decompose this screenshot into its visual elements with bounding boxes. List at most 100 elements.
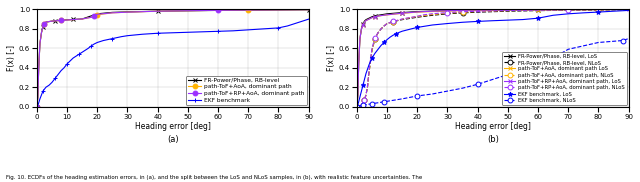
path-ToF+RP+AoA, dominant path [124, 11, 131, 13]
path-ToF+AoA, dominant path [34, 96, 42, 98]
path-ToF+AoA, dominant path, NLoS [359, 102, 367, 104]
path-ToF+RP+AoA, dominant path, LoS [413, 11, 421, 13]
EKF benchmark [72, 55, 80, 57]
FR-Power/Phase, RB-level [38, 32, 45, 34]
EKF benchmark, NLoS [356, 105, 364, 107]
EKF benchmark [42, 86, 50, 88]
FR-Power/Phase, RB-level, NLoS [459, 12, 467, 14]
path-ToF+RP+AoA, dominant path, NLoS [413, 15, 421, 17]
FR-Power/Phase, RB-level, NLoS [595, 9, 602, 11]
path-ToF+AoA, dominant path [45, 21, 53, 23]
EKF benchmark, LoS [564, 13, 572, 15]
EKF benchmark, LoS [413, 26, 421, 29]
path-ToF+RP+AoA, dominant path, LoS [359, 24, 367, 26]
path-ToF+AoA, dominant path, NLoS [364, 86, 371, 88]
path-ToF+RP+AoA, dominant path [40, 23, 48, 25]
Legend: FR-Power/Phase, RB-level, LoS, FR-Power/Phase, RB-level, NLoS, path-ToF+AoA, dom: FR-Power/Phase, RB-level, LoS, FR-Power/… [502, 52, 627, 105]
FR-Power/Phase, RB-level, NLoS [413, 16, 421, 18]
FR-Power/Phase, RB-level, LoS [595, 8, 602, 11]
EKF benchmark, NLoS [389, 99, 397, 101]
Text: Fig. 10. ECDFs of the heading estimation errors, in (a), and the split between t: Fig. 10. ECDFs of the heading estimation… [6, 175, 422, 180]
path-ToF+RP+AoA, dominant path, LoS [358, 28, 365, 30]
path-ToF+AoA, dominant path, NLoS [377, 28, 385, 30]
EKF benchmark, NLoS [358, 105, 365, 107]
EKF benchmark, LoS [595, 11, 602, 13]
EKF benchmark [81, 49, 89, 51]
EKF benchmark [51, 77, 59, 80]
path-ToF+AoA, dominant path LoS [353, 106, 361, 108]
EKF benchmark, NLoS [383, 100, 391, 102]
EKF benchmark, LoS [365, 64, 373, 66]
path-ToF+AoA, dominant path LoS [371, 16, 379, 18]
EKF benchmark, NLoS [380, 101, 388, 103]
FR-Power/Phase, RB-level [54, 19, 62, 22]
FR-Power/Phase, RB-level, NLoS [389, 21, 397, 23]
path-ToF+AoA, dominant path [51, 20, 59, 22]
FR-Power/Phase, RB-level [305, 9, 312, 11]
FR-Power/Phase, RB-level, LoS [371, 15, 379, 17]
path-ToF+RP+AoA, dominant path [63, 19, 71, 21]
path-ToF+AoA, dominant path [36, 42, 44, 45]
path-ToF+RP+AoA, dominant path, LoS [564, 8, 572, 11]
FR-Power/Phase, RB-level, LoS [355, 62, 363, 64]
EKF benchmark [275, 27, 282, 29]
path-ToF+RP+AoA, dominant path [214, 9, 222, 11]
EKF benchmark [139, 33, 147, 35]
path-ToF+RP+AoA, dominant path [305, 9, 312, 11]
FR-Power/Phase, RB-level, NLoS [474, 11, 481, 13]
path-ToF+RP+AoA, dominant path, NLoS [383, 22, 391, 25]
path-ToF+RP+AoA, dominant path, LoS [429, 10, 436, 12]
EKF benchmark, LoS [489, 20, 497, 22]
EKF benchmark, NLoS [374, 102, 382, 104]
FR-Power/Phase, RB-level [60, 19, 68, 21]
FR-Power/Phase, RB-level [109, 11, 116, 13]
path-ToF+AoA, dominant path, NLoS [358, 104, 365, 106]
path-ToF+RP+AoA, dominant path, LoS [368, 17, 376, 19]
path-ToF+RP+AoA, dominant path, NLoS [398, 18, 406, 20]
EKF benchmark, LoS [579, 12, 587, 14]
path-ToF+RP+AoA, dominant path, NLoS [371, 37, 379, 39]
EKF benchmark [76, 53, 83, 55]
path-ToF+AoA, dominant path [48, 20, 56, 22]
path-ToF+RP+AoA, dominant path, LoS [534, 9, 542, 11]
EKF benchmark, LoS [374, 48, 382, 50]
FR-Power/Phase, RB-level [35, 67, 43, 69]
Line: path-ToF+AoA, dominant path LoS: path-ToF+AoA, dominant path LoS [355, 7, 631, 109]
EKF benchmark, NLoS [365, 103, 373, 105]
path-ToF+RP+AoA, dominant path, LoS [377, 15, 385, 17]
Line: path-ToF+RP+AoA, dominant path, LoS: path-ToF+RP+AoA, dominant path, LoS [355, 7, 631, 109]
EKF benchmark [169, 32, 177, 34]
path-ToF+AoA, dominant path LoS [358, 28, 365, 30]
path-ToF+RP+AoA, dominant path [69, 18, 77, 21]
FR-Power/Phase, RB-level, LoS [374, 14, 382, 16]
FR-Power/Phase, RB-level, LoS [413, 11, 421, 13]
path-ToF+RP+AoA, dominant path, LoS [595, 8, 602, 11]
EKF benchmark, LoS [380, 41, 388, 43]
EKF benchmark, NLoS [429, 93, 436, 95]
FR-Power/Phase, RB-level, LoS [377, 14, 385, 16]
FR-Power/Phase, RB-level, NLoS [383, 22, 391, 25]
path-ToF+AoA, dominant path, NLoS [389, 21, 397, 23]
path-ToF+AoA, dominant path, NLoS [504, 9, 511, 12]
FR-Power/Phase, RB-level, LoS [354, 94, 362, 96]
path-ToF+AoA, dominant path [184, 10, 191, 12]
EKF benchmark, LoS [459, 21, 467, 23]
path-ToF+AoA, dominant path, NLoS [474, 10, 481, 13]
path-ToF+RP+AoA, dominant path [109, 12, 116, 14]
path-ToF+RP+AoA, dominant path [78, 18, 86, 20]
EKF benchmark, LoS [549, 14, 557, 16]
EKF benchmark [305, 18, 312, 20]
FR-Power/Phase, RB-level, NLoS [534, 9, 542, 12]
EKF benchmark, LoS [429, 24, 436, 26]
path-ToF+AoA, dominant path [244, 9, 252, 11]
path-ToF+AoA, dominant path LoS [474, 9, 481, 11]
path-ToF+AoA, dominant path [154, 10, 161, 12]
FR-Power/Phase, RB-level, NLoS [504, 10, 511, 12]
X-axis label: Heading error [deg]: Heading error [deg] [135, 122, 211, 131]
EKF benchmark [69, 57, 77, 59]
EKF benchmark, NLoS [371, 102, 379, 104]
EKF benchmark [48, 81, 56, 83]
path-ToF+RP+AoA, dominant path, NLoS [564, 9, 572, 11]
EKF benchmark, LoS [368, 57, 376, 59]
EKF benchmark [88, 45, 95, 47]
